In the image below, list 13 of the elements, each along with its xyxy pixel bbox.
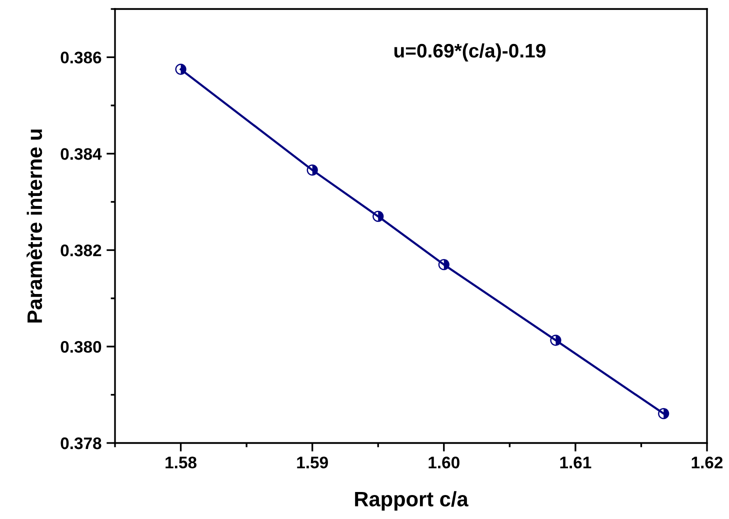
annotation: u=0.69*(c/a)-0.19 — [394, 43, 546, 62]
x-tick-label: 1.62 — [692, 456, 723, 468]
x-axis-title: Rapport c/a — [355, 491, 468, 511]
y-axis-title: Paramètre interne u — [26, 130, 42, 322]
y-tick-label: 0.384 — [60, 148, 102, 160]
x-tick-label: 1.60 — [428, 456, 460, 468]
y-tick-label: 0.378 — [60, 437, 102, 450]
y-tick-label: 0.386 — [60, 52, 102, 64]
y-tick-label: 0.382 — [60, 244, 102, 256]
x-tick-label: 1.61 — [560, 456, 592, 468]
x-tick-label: 1.59 — [297, 456, 328, 468]
y-tick-label: 0.380 — [60, 340, 102, 353]
x-tick-label: 1.58 — [166, 456, 196, 468]
